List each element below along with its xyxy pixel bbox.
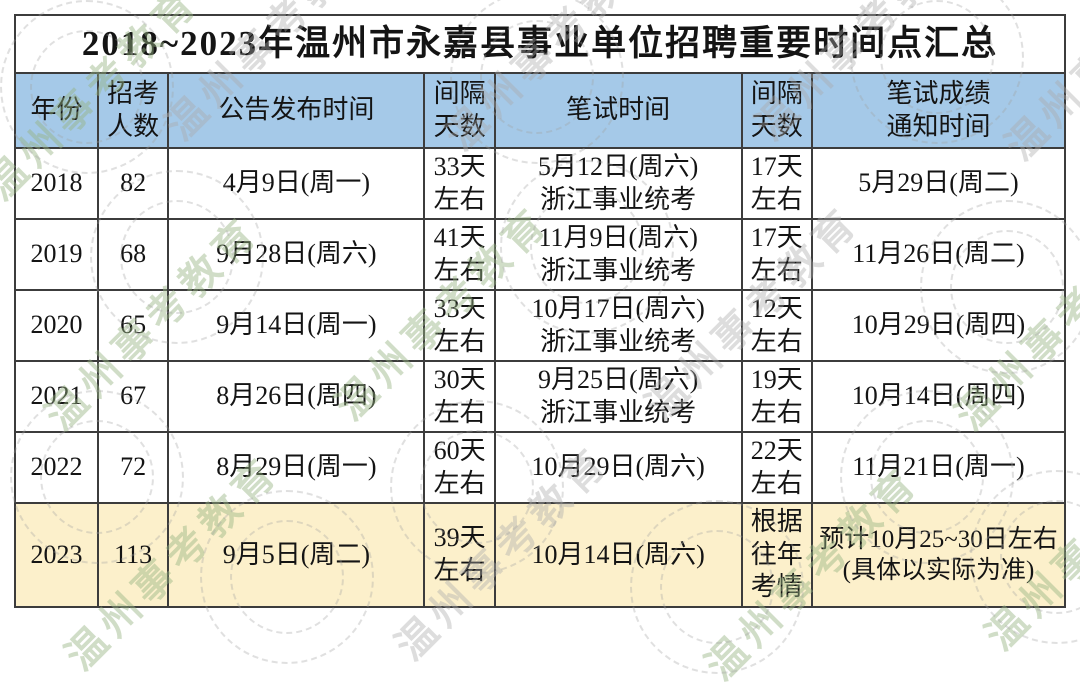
table-row: 2018 82 4月9日(周一) 33天 左右 5月12日(周六) 浙江事业统考 17天 … <box>14 147 1067 220</box>
gap-days-cell: 17天 左右 <box>740 147 813 220</box>
col-header-score-notice-time: 笔试成绩 通知时间 <box>810 72 1067 149</box>
announce-cell: 8月26日(周四) <box>167 360 426 433</box>
count-cell: 67 <box>96 360 170 433</box>
table-row: 2020 65 9月14日(周一) 33天 左右 10月17日(周六) 浙江事业统考 12… <box>14 289 1067 362</box>
count-cell: 113 <box>96 502 170 608</box>
announce-cell: 9月14日(周一) <box>167 289 426 362</box>
gap-days-cell: 33天 左右 <box>423 289 496 362</box>
count-cell: 82 <box>96 147 170 220</box>
table-body: 2018 82 4月9日(周一) 33天 左右 5月12日(周六) 浙江事业统考 17天 … <box>14 147 1067 608</box>
gap-days-cell: 根据 往年 考情 <box>740 502 813 608</box>
col-header-exam-time: 笔试时间 <box>493 72 743 149</box>
header-row: 年份 招考 人数 公告发布时间 间隔 天数 笔试时间 间隔 天数 笔试成绩 通知… <box>14 72 1067 149</box>
year-cell: 2020 <box>14 289 99 362</box>
col-header-recruit-count: 招考 人数 <box>96 72 170 149</box>
recruitment-sheet: 2018~2023年温州市永嘉县事业单位招聘重要时间点汇总 年份 招考 人数 公… <box>14 14 1067 608</box>
announce-cell: 9月28日(周六) <box>167 218 426 291</box>
score-notice-cell: 预计10月25~30日左右 (具体以实际为准) <box>810 502 1067 608</box>
gap-days-cell: 19天 左右 <box>740 360 813 433</box>
score-notice-cell: 10月29日(周四) <box>810 289 1067 362</box>
col-header-announce-time: 公告发布时间 <box>167 72 426 149</box>
exam-time-cell: 9月25日(周六) 浙江事业统考 <box>493 360 743 433</box>
gap-days-cell: 12天 左右 <box>740 289 813 362</box>
gap-days-cell: 17天 左右 <box>740 218 813 291</box>
count-cell: 72 <box>96 431 170 504</box>
exam-time-cell: 5月12日(周六) 浙江事业统考 <box>493 147 743 220</box>
exam-time-cell: 10月29日(周六) <box>493 431 743 504</box>
year-cell: 2019 <box>14 218 99 291</box>
score-notice-cell: 10月14日(周四) <box>810 360 1067 433</box>
gap-days-cell: 60天 左右 <box>423 431 496 504</box>
year-cell: 2021 <box>14 360 99 433</box>
year-cell: 2018 <box>14 147 99 220</box>
gap-days-cell: 33天 左右 <box>423 147 496 220</box>
title-row: 2018~2023年温州市永嘉县事业单位招聘重要时间点汇总 <box>14 14 1066 74</box>
announce-cell: 8月29日(周一) <box>167 431 426 504</box>
col-header-year: 年份 <box>14 72 99 149</box>
exam-time-cell: 11月9日(周六) 浙江事业统考 <box>493 218 743 291</box>
score-notice-cell: 5月29日(周二) <box>810 147 1067 220</box>
table-row: 2023 113 9月5日(周二) 39天 左右 10月14日(周六) 根据 往年 考情预… <box>14 502 1067 608</box>
score-notice-cell: 11月26日(周二) <box>810 218 1067 291</box>
col-header-gap-days-1: 间隔 天数 <box>423 72 496 149</box>
table-row: 2022 72 8月29日(周一) 60天 左右 10月29日(周六) 22天 左右 11月… <box>14 431 1067 504</box>
exam-time-cell: 10月14日(周六) <box>493 502 743 608</box>
recruitment-table: 2018~2023年温州市永嘉县事业单位招聘重要时间点汇总 年份 招考 人数 公… <box>14 14 1067 608</box>
year-cell: 2023 <box>14 502 99 608</box>
gap-days-cell: 41天 左右 <box>423 218 496 291</box>
gap-days-cell: 30天 左右 <box>423 360 496 433</box>
gap-days-cell: 22天 左右 <box>740 431 813 504</box>
table-row: 2021 67 8月26日(周四) 30天 左右 9月25日(周六) 浙江事业统考 19天… <box>14 360 1067 433</box>
year-cell: 2022 <box>14 431 99 504</box>
count-cell: 68 <box>96 218 170 291</box>
announce-cell: 4月9日(周一) <box>167 147 426 220</box>
col-header-gap-days-2: 间隔 天数 <box>740 72 813 149</box>
gap-days-cell: 39天 左右 <box>423 502 496 608</box>
score-notice-cell: 11月21日(周一) <box>810 431 1067 504</box>
table-row: 2019 68 9月28日(周六) 41天 左右 11月9日(周六) 浙江事业统考 17天… <box>14 218 1067 291</box>
count-cell: 65 <box>96 289 170 362</box>
exam-time-cell: 10月17日(周六) 浙江事业统考 <box>493 289 743 362</box>
announce-cell: 9月5日(周二) <box>167 502 426 608</box>
page-title: 2018~2023年温州市永嘉县事业单位招聘重要时间点汇总 <box>14 14 1066 74</box>
